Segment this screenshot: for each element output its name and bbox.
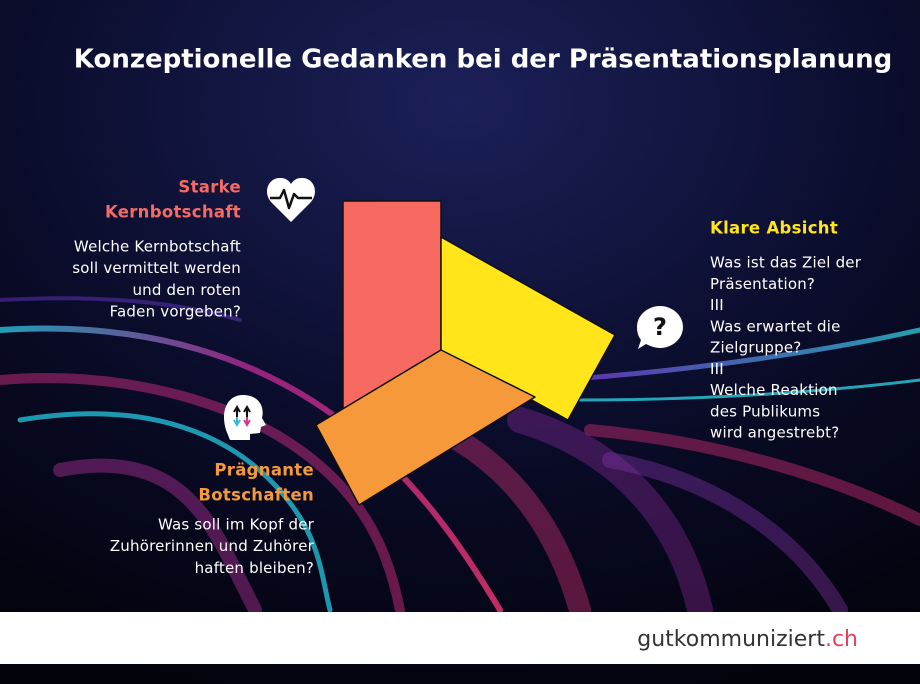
orange-segment — [315, 349, 536, 506]
trefoil-shape — [315, 200, 616, 506]
question-mark: ? — [653, 313, 667, 341]
section-body-line: Was soll im Kopf der — [158, 516, 315, 534]
section-heading: Botschaften — [198, 486, 314, 505]
section-body-line: Welche Kernbotschaft — [74, 238, 241, 256]
footer-logo: gutkommuniziert.ch — [637, 627, 858, 652]
section-body-line: Was ist das Ziel der — [710, 254, 862, 272]
section-body-line: Welche Reaktion — [710, 381, 838, 399]
sections: Starke Kernbotschaft Welche Kernbotschaft s… — [72, 178, 861, 577]
yellow-segment — [440, 236, 616, 421]
footer-domain: .ch — [825, 627, 858, 652]
section-body-line: III — [710, 360, 724, 378]
section-body-line: Was erwartet die — [710, 317, 841, 335]
question-bubble-icon: ? — [637, 306, 683, 349]
light-streaks — [0, 296, 920, 623]
title: Konzeptionelle Gedanken bei der Präsenta… — [74, 45, 892, 75]
section-body-line: Zuhörerinnen und Zuhörer — [110, 537, 315, 555]
section-body-line: soll vermittelt werden — [72, 259, 241, 277]
section-body-line: des Publikums — [710, 402, 820, 420]
section-body-line: III — [710, 296, 724, 314]
heart-icon — [266, 177, 316, 222]
section-heading: Klare Absicht — [710, 219, 838, 238]
section-heading: Kernbotschaft — [105, 203, 241, 222]
footer-band — [0, 612, 920, 664]
section-body-line: und den roten — [132, 281, 241, 299]
section-body-line: Zielgruppe? — [710, 339, 801, 357]
section-heading: Starke — [178, 178, 241, 197]
section-body-line: Faden vorgeben? — [110, 303, 241, 321]
footer-brand: gutkommuniziert — [637, 627, 825, 652]
section-body-line: Präsentation? — [710, 275, 815, 293]
head-icon — [223, 395, 266, 440]
section-body-line: wird angestrebt? — [710, 424, 839, 442]
section-heading: Prägnante — [214, 461, 314, 480]
section-body-line: haften bleiben? — [195, 559, 314, 577]
